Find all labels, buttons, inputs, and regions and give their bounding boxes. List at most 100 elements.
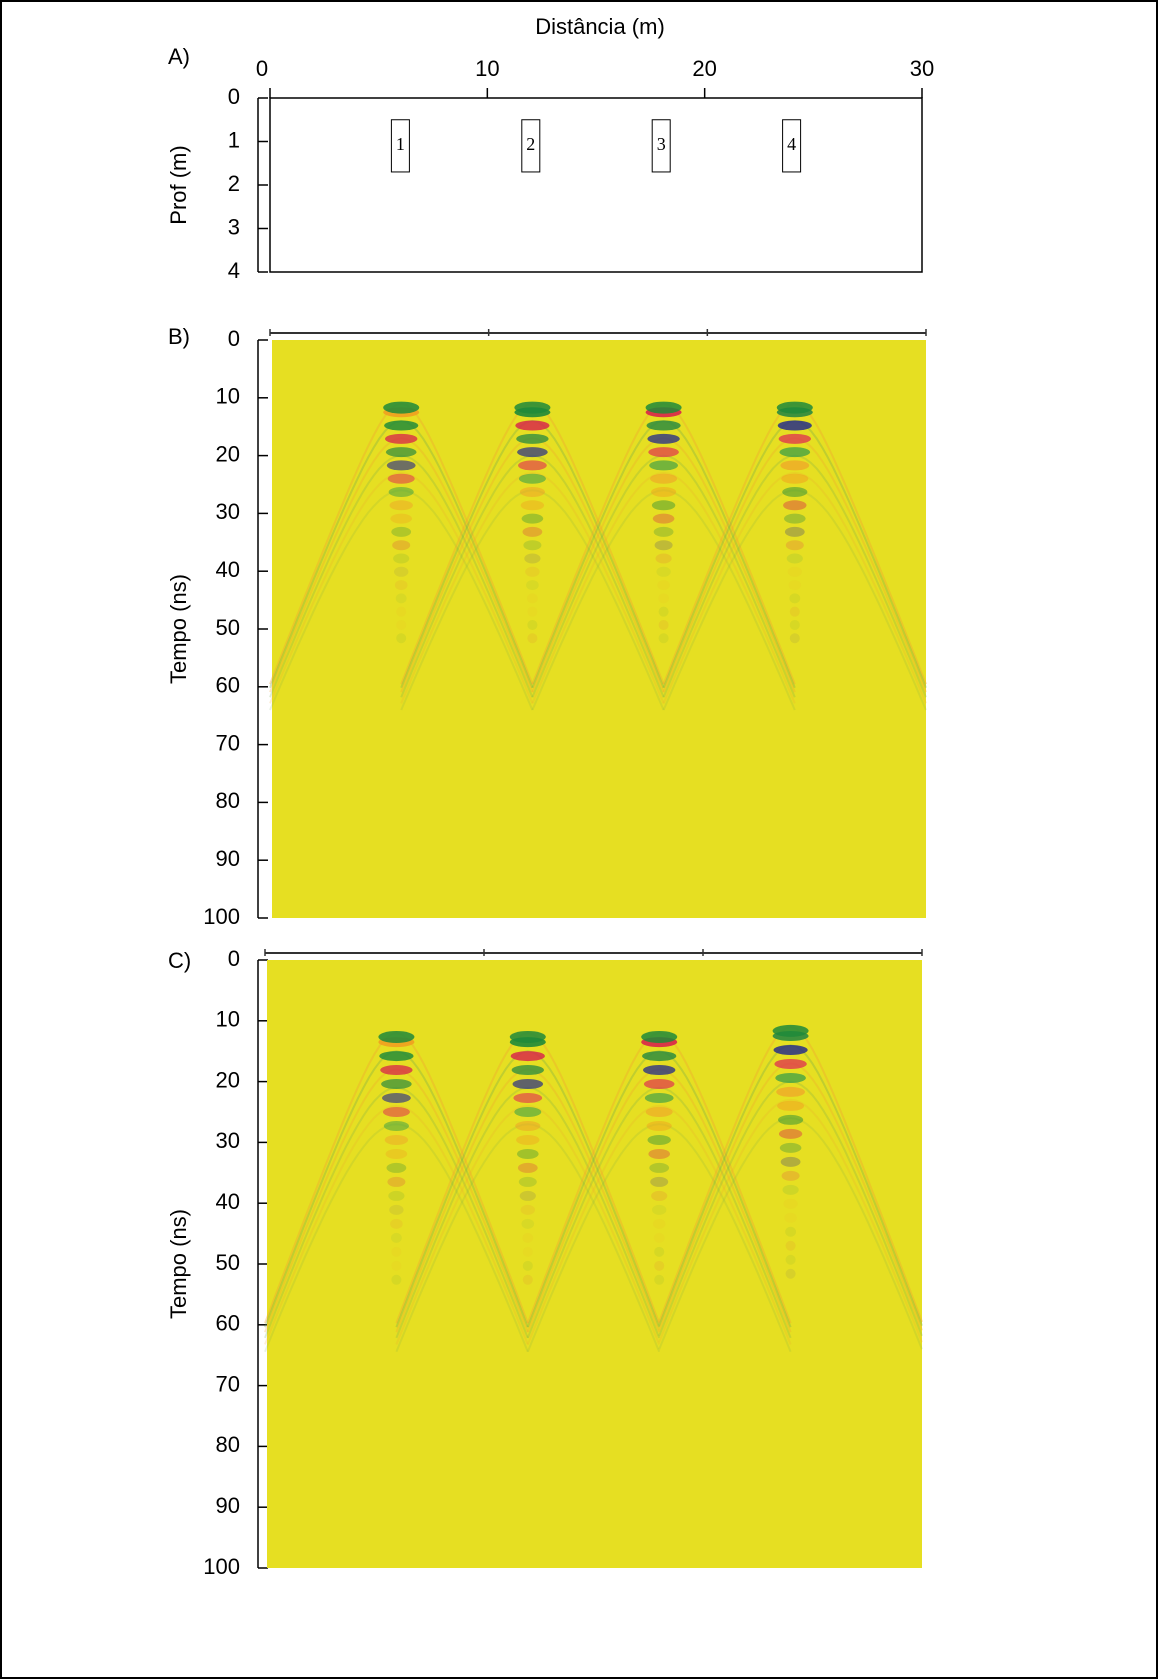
- reflection-band: [786, 1241, 796, 1251]
- reflection-band: [650, 1177, 668, 1187]
- reflection-band: [527, 633, 537, 643]
- reflection-band: [643, 1065, 675, 1075]
- y-tick-label: 40: [216, 557, 240, 582]
- target-apex: [646, 402, 682, 414]
- reflection-band: [384, 421, 418, 431]
- reflection-band: [783, 1199, 797, 1209]
- y-tick-label: 40: [216, 1189, 240, 1214]
- reflection-band: [521, 500, 544, 510]
- y-tick-label: 2: [228, 171, 240, 196]
- reflection-band: [513, 1079, 544, 1089]
- reflection-band: [393, 553, 409, 563]
- reflection-band: [651, 1191, 667, 1201]
- reflection-band: [390, 1219, 403, 1229]
- reflection-band: [790, 620, 800, 630]
- reflection-band: [516, 434, 548, 444]
- reflection-band: [384, 1121, 409, 1131]
- reflection-band: [646, 1107, 673, 1117]
- reflection-band: [774, 1045, 808, 1055]
- reflection-band: [652, 500, 675, 510]
- x-tick-label: 10: [475, 56, 499, 81]
- reflection-band: [775, 1073, 806, 1083]
- object-label: 1: [396, 134, 405, 154]
- reflection-band: [779, 434, 811, 444]
- reflection-band: [526, 580, 539, 590]
- reflection-band: [522, 1233, 533, 1243]
- reflection-band: [790, 633, 800, 643]
- reflection-band: [392, 540, 410, 550]
- reflection-band: [786, 1255, 796, 1265]
- reflection-band: [780, 447, 811, 457]
- reflection-band: [380, 1065, 412, 1075]
- y-tick-label: 1: [228, 127, 240, 152]
- reflection-band: [655, 540, 673, 550]
- y-tick-label: 100: [203, 904, 240, 929]
- reflection-band: [512, 1065, 544, 1075]
- reflection-band: [652, 1205, 666, 1215]
- target-apex: [777, 402, 813, 414]
- figure: Distância (m) A)Prof (m)0123401020301234…: [0, 0, 1158, 1679]
- reflection-band: [644, 1079, 675, 1089]
- reflection-band: [520, 487, 545, 497]
- object-label: 4: [787, 134, 796, 154]
- y-tick-label: 4: [228, 258, 240, 283]
- y-tick-label: 0: [228, 326, 240, 351]
- radargram-background: [267, 960, 922, 1568]
- y-axis-title: Tempo (ns): [166, 1209, 191, 1319]
- reflection-band: [784, 1213, 797, 1223]
- y-tick-label: 20: [216, 1067, 240, 1092]
- reflection-band: [650, 474, 677, 484]
- reflection-band: [527, 593, 538, 603]
- reflection-band: [522, 514, 544, 524]
- y-tick-label: 0: [228, 946, 240, 971]
- target-apex: [510, 1031, 546, 1043]
- reflection-band: [394, 567, 408, 577]
- reflection-band: [387, 1177, 405, 1187]
- reflection-band: [523, 1247, 533, 1257]
- reflection-band: [654, 1275, 664, 1285]
- y-tick-label: 0: [228, 84, 240, 109]
- x-tick-label: 30: [910, 56, 934, 81]
- panel-label: A): [168, 44, 190, 69]
- target-apex: [773, 1025, 809, 1037]
- reflection-band: [789, 580, 802, 590]
- reflection-band: [648, 1135, 671, 1145]
- reflection-band: [783, 1185, 799, 1195]
- y-tick-label: 60: [216, 1311, 240, 1336]
- y-tick-label: 80: [216, 1432, 240, 1457]
- reflection-band: [654, 1261, 664, 1271]
- reflection-band: [657, 580, 670, 590]
- object-label: 3: [657, 134, 666, 154]
- reflection-band: [781, 1157, 801, 1167]
- reflection-band: [780, 460, 809, 470]
- reflection-band: [396, 607, 406, 617]
- reflection-band: [777, 1101, 804, 1111]
- reflection-band: [778, 421, 812, 431]
- y-tick-label: 30: [216, 499, 240, 524]
- reflection-band: [396, 593, 407, 603]
- reflection-band: [513, 1093, 542, 1103]
- reflection-band: [519, 474, 546, 484]
- reflection-band: [382, 1093, 411, 1103]
- reflection-band: [785, 1227, 796, 1237]
- reflection-band: [390, 514, 412, 524]
- reflection-band: [648, 1149, 670, 1159]
- reflection-band: [516, 1135, 539, 1145]
- y-tick-label: 90: [216, 1493, 240, 1518]
- reflection-band: [391, 1275, 401, 1285]
- reflection-band: [647, 434, 679, 444]
- reflection-band: [514, 1107, 541, 1117]
- object-label: 2: [526, 134, 535, 154]
- reflection-band: [521, 1205, 535, 1215]
- reflection-band: [387, 1163, 407, 1173]
- reflection-band: [523, 1275, 533, 1285]
- y-tick-label: 3: [228, 214, 240, 239]
- reflection-band: [785, 527, 805, 537]
- reflection-band: [654, 1233, 665, 1243]
- reflection-band: [395, 580, 408, 590]
- reflection-band: [656, 567, 670, 577]
- panel-label: C): [168, 948, 191, 973]
- reflection-band: [379, 1051, 413, 1061]
- reflection-band: [659, 620, 669, 630]
- reflection-band: [649, 460, 678, 470]
